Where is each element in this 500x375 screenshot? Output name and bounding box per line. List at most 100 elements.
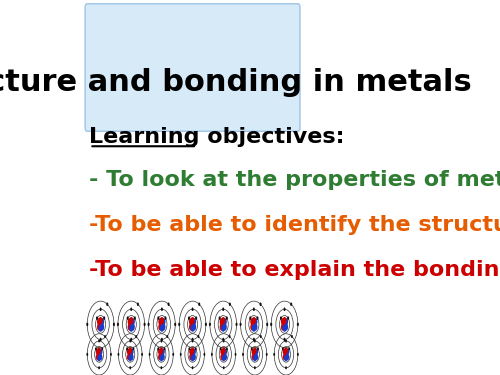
Circle shape	[290, 303, 292, 306]
Circle shape	[106, 303, 108, 306]
Circle shape	[282, 354, 286, 360]
Text: -To be able to explain the bonding in metals.: -To be able to explain the bonding in me…	[90, 260, 500, 280]
Circle shape	[135, 335, 137, 338]
Circle shape	[164, 316, 166, 320]
Circle shape	[118, 353, 120, 356]
Circle shape	[100, 338, 102, 341]
Circle shape	[160, 321, 164, 328]
Circle shape	[128, 351, 132, 358]
Circle shape	[222, 308, 224, 311]
Circle shape	[254, 348, 258, 355]
Circle shape	[137, 303, 139, 306]
Circle shape	[160, 347, 164, 354]
Circle shape	[158, 354, 162, 360]
Circle shape	[160, 366, 162, 369]
Circle shape	[130, 308, 132, 311]
Circle shape	[158, 323, 162, 331]
Circle shape	[190, 321, 194, 328]
Circle shape	[127, 348, 130, 355]
Circle shape	[256, 316, 258, 320]
Circle shape	[97, 318, 101, 326]
Circle shape	[86, 322, 88, 326]
Circle shape	[192, 339, 194, 342]
Circle shape	[188, 316, 190, 320]
Circle shape	[192, 308, 194, 311]
Circle shape	[222, 318, 227, 326]
Text: Structure and bonding in metals: Structure and bonding in metals	[0, 68, 472, 97]
Circle shape	[223, 339, 224, 342]
Circle shape	[252, 317, 256, 324]
Circle shape	[222, 351, 226, 358]
Circle shape	[192, 366, 194, 369]
Circle shape	[148, 353, 150, 356]
Circle shape	[220, 348, 224, 355]
Circle shape	[188, 347, 190, 350]
Circle shape	[297, 353, 299, 356]
Circle shape	[228, 335, 230, 338]
Circle shape	[222, 355, 226, 362]
Circle shape	[192, 318, 196, 326]
Circle shape	[130, 339, 131, 342]
Circle shape	[192, 323, 196, 331]
Circle shape	[158, 318, 162, 326]
Circle shape	[166, 335, 168, 338]
Circle shape	[160, 355, 164, 362]
Circle shape	[221, 321, 226, 328]
Circle shape	[252, 354, 255, 360]
Circle shape	[129, 321, 134, 328]
Circle shape	[280, 316, 282, 320]
Circle shape	[284, 318, 288, 326]
Circle shape	[192, 354, 196, 360]
Circle shape	[253, 308, 255, 311]
Circle shape	[291, 335, 293, 338]
Circle shape	[113, 322, 115, 326]
Circle shape	[205, 322, 207, 326]
Text: - To look at the properties of metals.: - To look at the properties of metals.	[90, 170, 500, 190]
Circle shape	[204, 353, 206, 356]
Circle shape	[253, 347, 256, 354]
Circle shape	[220, 354, 224, 360]
Circle shape	[129, 324, 134, 332]
Circle shape	[270, 322, 272, 326]
Circle shape	[98, 348, 102, 355]
Circle shape	[97, 355, 101, 362]
Circle shape	[286, 354, 290, 360]
Circle shape	[161, 338, 163, 341]
Circle shape	[95, 347, 97, 350]
Circle shape	[220, 347, 222, 350]
Circle shape	[172, 353, 174, 356]
Circle shape	[189, 323, 193, 331]
Circle shape	[161, 308, 163, 311]
Circle shape	[220, 323, 224, 331]
Circle shape	[282, 321, 286, 328]
Circle shape	[222, 338, 224, 341]
Circle shape	[126, 316, 128, 320]
Circle shape	[178, 322, 180, 326]
Circle shape	[190, 355, 194, 362]
Circle shape	[130, 366, 131, 369]
Circle shape	[286, 348, 290, 355]
Circle shape	[284, 351, 288, 358]
Circle shape	[250, 316, 252, 320]
Circle shape	[164, 347, 166, 350]
Circle shape	[97, 323, 101, 331]
Circle shape	[161, 354, 165, 360]
Circle shape	[222, 323, 227, 331]
Circle shape	[110, 353, 112, 356]
Circle shape	[288, 347, 290, 350]
Circle shape	[128, 355, 132, 362]
Circle shape	[128, 347, 132, 354]
Circle shape	[254, 339, 256, 342]
Circle shape	[130, 354, 134, 360]
Circle shape	[98, 354, 102, 360]
Circle shape	[254, 318, 258, 326]
Circle shape	[160, 339, 162, 342]
Circle shape	[174, 322, 176, 326]
Circle shape	[284, 347, 288, 354]
Circle shape	[223, 366, 224, 369]
Circle shape	[221, 324, 226, 332]
Circle shape	[162, 318, 166, 326]
Circle shape	[281, 318, 285, 326]
Circle shape	[130, 338, 132, 341]
Circle shape	[252, 324, 256, 332]
